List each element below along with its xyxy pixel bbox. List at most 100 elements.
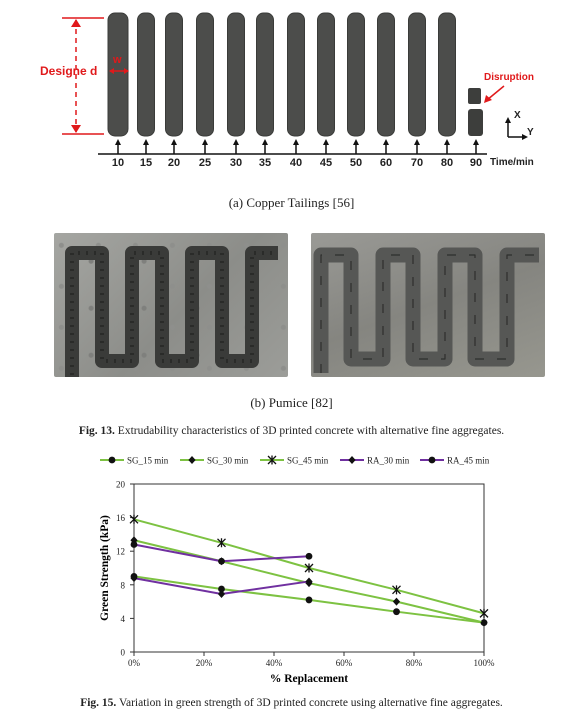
data-point <box>217 590 226 599</box>
data-point <box>305 596 313 604</box>
time-tick-arrow-20 <box>171 139 177 145</box>
legend-entry: RA_45 min <box>420 456 490 466</box>
time-tick-arrow-15 <box>143 139 149 145</box>
time-label: 15 <box>139 157 153 169</box>
width-arrow-right <box>124 68 129 74</box>
time-label: 80 <box>440 157 454 169</box>
width-label: w <box>113 54 122 66</box>
filament-30 <box>227 12 245 137</box>
y-tick-label: 4 <box>121 614 126 624</box>
figure-13-text: Extrudability characteristics of 3D prin… <box>114 425 505 437</box>
time-label: 70 <box>410 157 424 169</box>
time-tick-arrow-80 <box>444 139 450 145</box>
y-tick-label: 20 <box>116 480 126 490</box>
filament-40 <box>287 12 305 137</box>
time-label: 45 <box>319 157 333 169</box>
figure-15-text: Variation in green strength of 3D printe… <box>116 697 503 709</box>
data-point <box>188 456 196 464</box>
data-point <box>130 574 138 583</box>
legend-label: SG_45 min <box>287 456 329 466</box>
figure-15-chart: 0 4 8 12 16 20 0% 20% 40% 60% 80% 100% % Replacement… <box>0 450 583 690</box>
disruption-arrow <box>486 85 505 101</box>
time-label: 25 <box>198 157 212 169</box>
data-point <box>428 456 436 464</box>
filament-35 <box>256 12 274 137</box>
data-point <box>108 456 116 464</box>
time-label: 20 <box>167 157 181 169</box>
time-tick-arrow-45 <box>323 139 329 145</box>
time-tick-arrow-30 <box>233 139 239 145</box>
pumice-photo-left <box>54 233 288 377</box>
time-tick-arrow-60 <box>383 139 389 145</box>
data-point <box>218 585 225 593</box>
series-SG_45 min <box>129 514 489 618</box>
axis-indicator-x-head <box>505 117 511 123</box>
figure-15-label: Fig. 15. <box>80 697 117 709</box>
green-strength-chart: 0 4 8 12 16 20 0% 20% 40% 60% 80% 100% % Replacement… <box>99 455 496 685</box>
disruption-label: Disruption <box>484 72 534 83</box>
data-point <box>305 552 313 560</box>
filament-fragment-top <box>468 88 481 104</box>
plot-area <box>133 483 485 653</box>
figure-15-caption: Fig. 15. Variation in green strength of … <box>0 697 583 709</box>
pumice-photo-right <box>311 233 545 377</box>
time-tick-arrow-25 <box>202 139 208 145</box>
figure-13-caption: Fig. 13. Extrudability characteristics o… <box>0 425 583 437</box>
time-tick-arrow-35 <box>262 139 268 145</box>
legend-label: SG_30 min <box>207 456 249 466</box>
y-tick-label: 8 <box>121 580 126 590</box>
time-tick-arrow-50 <box>353 139 359 145</box>
axis-y-label: Y <box>527 127 534 138</box>
legend-label: RA_30 min <box>367 456 410 466</box>
x-tick-label: 20% <box>196 658 213 668</box>
disruption-arrow-head <box>484 95 492 103</box>
data-point <box>130 541 138 548</box>
designed-arrow-up <box>71 19 81 27</box>
data-point <box>267 455 277 465</box>
x-tick-label: 100% <box>474 658 496 668</box>
data-point <box>305 577 313 586</box>
legend-entry: SG_30 min <box>180 456 249 466</box>
width-arrow-left <box>109 68 114 74</box>
designed-label: Designe d <box>40 64 98 78</box>
data-point <box>348 456 356 464</box>
time-label: 90 <box>469 157 483 169</box>
time-tick-arrow-40 <box>293 139 299 145</box>
legend-label: RA_45 min <box>447 456 490 466</box>
x-tick-label: 40% <box>266 658 283 668</box>
filament-15 <box>137 12 155 137</box>
caption-panel-a: (a) Copper Tailings [56] <box>228 195 355 210</box>
filament-fragment-bottom <box>468 109 483 136</box>
x-tick-label: 0% <box>128 658 141 668</box>
filament-50 <box>347 12 365 137</box>
y-tick-label: 16 <box>116 513 126 523</box>
axis-indicator-y-head <box>522 134 528 140</box>
printed-serpentine-right <box>313 247 539 373</box>
legend-label: SG_15 min <box>127 456 169 466</box>
data-point <box>479 608 489 618</box>
time-tick-arrow-10 <box>115 139 121 145</box>
copper-tailings-filaments <box>62 12 528 155</box>
filament-25 <box>196 12 214 137</box>
data-point <box>393 608 400 616</box>
designed-arrow-down <box>71 125 81 133</box>
x-tick-label: 80% <box>406 658 423 668</box>
data-point <box>129 514 139 524</box>
figure-13a: Designe d w Disruption X Y 10 15 20 25 30 35 4… <box>0 0 583 215</box>
legend-entry: SG_45 min <box>260 455 329 466</box>
x-tick-label: 60% <box>336 658 353 668</box>
legend-entry: SG_15 min <box>100 456 169 466</box>
data-point <box>218 557 225 565</box>
data-point <box>217 538 226 548</box>
filament-45 <box>317 12 335 137</box>
time-tick-arrow-70 <box>414 139 420 145</box>
filament-70 <box>408 12 426 137</box>
time-label: 60 <box>379 157 393 169</box>
caption-panel-b: (b) Pumice [82] <box>250 395 333 410</box>
y-tick-label: 12 <box>116 547 125 557</box>
time-tick-arrow-90 <box>473 139 479 145</box>
data-point <box>130 536 138 545</box>
data-point <box>392 585 401 595</box>
filament-10 <box>107 12 129 137</box>
x-axis-label: % Replacement <box>270 673 348 685</box>
